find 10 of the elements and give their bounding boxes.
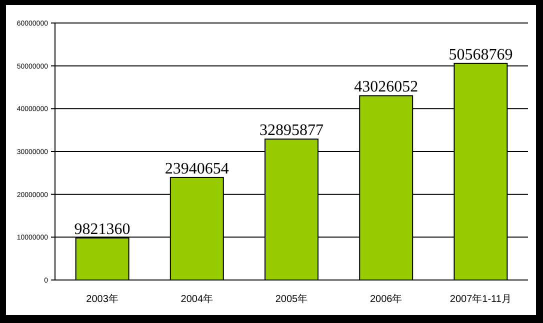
x-tick-label: 2006年 <box>370 293 402 305</box>
x-tick-label: 2007年1-11月 <box>450 293 512 305</box>
data-label: 9821360 <box>74 220 130 238</box>
data-label: 23940654 <box>164 160 229 178</box>
x-tick-label: 2004年 <box>180 293 214 305</box>
data-label: 43026052 <box>354 78 418 96</box>
x-tick-label: 2005年 <box>275 293 308 305</box>
data-label: 32895877 <box>260 122 324 140</box>
data-label: 50568769 <box>448 46 513 64</box>
x-tick-label: 2003年 <box>86 293 118 305</box>
